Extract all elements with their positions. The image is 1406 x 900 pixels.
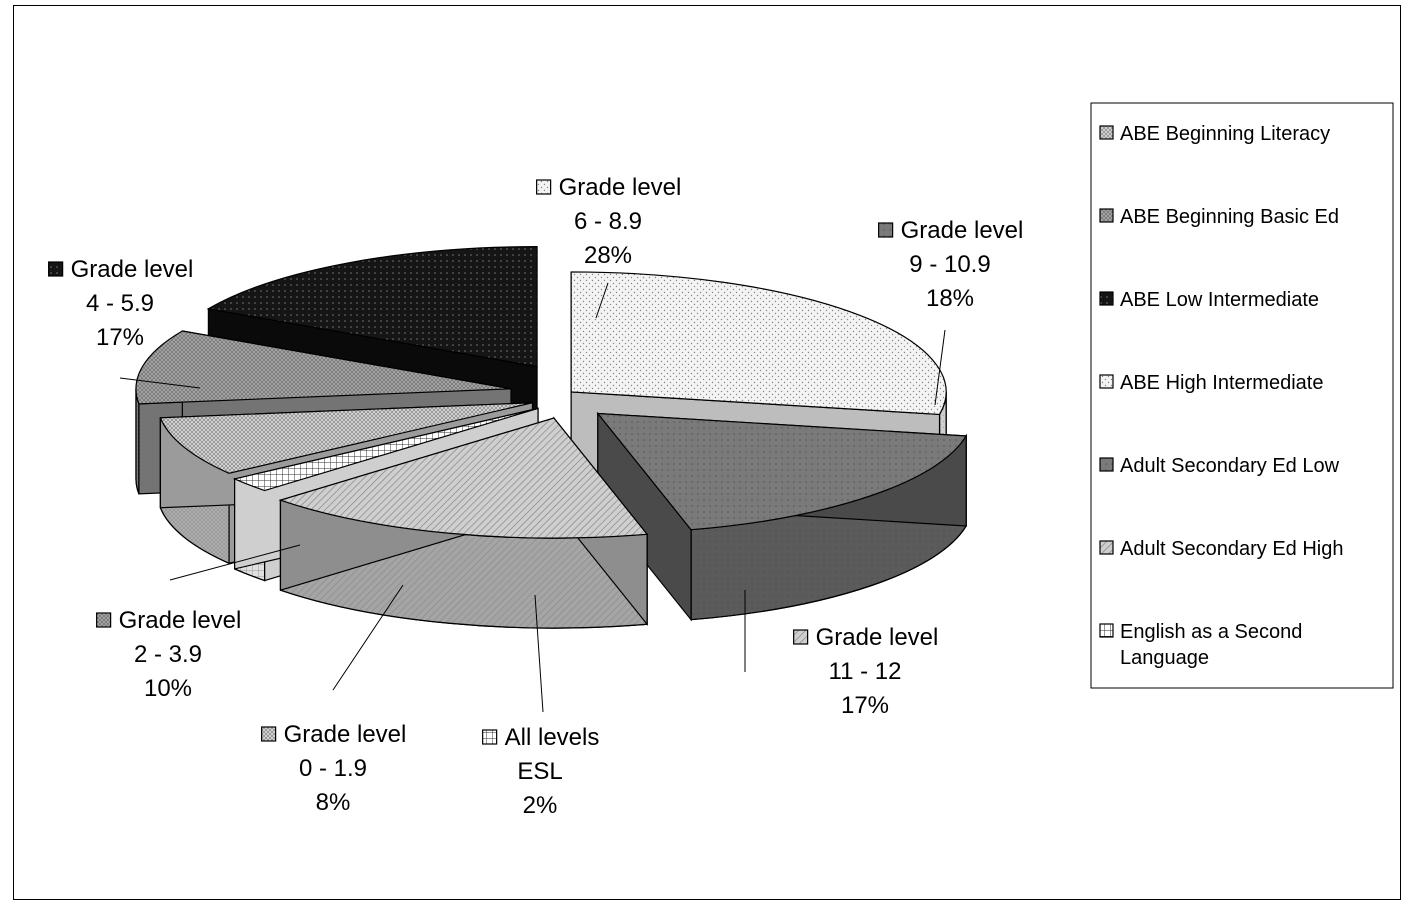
data-label-percent: 17% xyxy=(841,692,889,719)
data-label-4: Grade level 0 - 1.9 8% xyxy=(261,721,407,816)
data-label-range: 0 - 1.9 xyxy=(299,755,367,782)
data-label-swatch xyxy=(536,179,552,195)
data-label-category: Grade level xyxy=(119,607,242,634)
data-label-percent: 28% xyxy=(584,242,632,269)
data-label-percent: 10% xyxy=(144,675,192,702)
data-label-percent: 8% xyxy=(316,789,351,816)
data-label-percent: 2% xyxy=(523,792,558,819)
legend-item-0: ABE Beginning Literacy xyxy=(1099,123,1330,145)
legend-swatch xyxy=(1099,208,1114,223)
data-label-range: 2 - 3.9 xyxy=(134,641,202,668)
legend-item-2: ABE Low Intermediate xyxy=(1099,289,1319,311)
legend-swatch xyxy=(1099,125,1114,140)
data-label-percent: 18% xyxy=(926,285,974,312)
data-label-range: 4 - 5.9 xyxy=(86,290,154,317)
data-label-category: Grade level xyxy=(71,256,194,283)
leader-line-1 xyxy=(934,329,946,406)
data-label-percent: 17% xyxy=(96,324,144,351)
legend-item-6: English as a Second Language xyxy=(1099,621,1302,669)
leader-line-6 xyxy=(119,377,201,389)
data-label-swatch xyxy=(878,222,894,238)
data-label-category: Grade level xyxy=(816,624,939,651)
data-label-swatch xyxy=(96,612,112,628)
legend-label: Adult Secondary Ed Low xyxy=(1120,455,1340,477)
legend-box xyxy=(1090,102,1394,689)
legend-label: ABE High Intermediate xyxy=(1120,372,1323,394)
leader-line-5 xyxy=(169,544,301,581)
legend-label: Adult Secondary Ed High xyxy=(1120,538,1343,560)
leader-line-4 xyxy=(332,584,404,691)
data-label-category: Grade level xyxy=(559,174,682,201)
legend-label: English as a Second Language xyxy=(1120,621,1302,669)
legend-swatch xyxy=(1099,291,1114,306)
data-label-swatch xyxy=(793,629,809,645)
legend-swatch xyxy=(1099,623,1114,638)
data-label-range: 9 - 10.9 xyxy=(909,251,990,278)
data-label-0: Grade level 6 - 8.9 28% xyxy=(536,174,682,269)
legend-label: ABE Beginning Literacy xyxy=(1120,123,1330,145)
data-label-swatch xyxy=(261,726,277,742)
legend-item-4: Adult Secondary Ed Low xyxy=(1099,455,1340,477)
data-label-range: 6 - 8.9 xyxy=(574,208,642,235)
data-label-6: Grade level 4 - 5.9 17% xyxy=(48,256,194,351)
data-label-1: Grade level 9 - 10.9 18% xyxy=(878,217,1024,312)
legend-swatch xyxy=(1099,374,1114,389)
data-label-5: Grade level 2 - 3.9 10% xyxy=(96,607,242,702)
data-label-range: 11 - 12 xyxy=(829,658,902,685)
data-label-3: All levels ESL 2% xyxy=(482,724,600,819)
data-label-swatch xyxy=(482,729,498,745)
data-label-swatch xyxy=(48,261,64,277)
leader-line-3 xyxy=(534,594,544,713)
legend-swatch xyxy=(1099,457,1114,472)
data-label-category: Grade level xyxy=(284,721,407,748)
legend-label: ABE Beginning Basic Ed xyxy=(1120,206,1339,228)
legend-item-5: Adult Secondary Ed High xyxy=(1099,538,1343,560)
data-label-range: ESL xyxy=(517,758,562,785)
data-label-2: Grade level 11 - 12 17% xyxy=(793,624,939,719)
data-label-category: All levels xyxy=(505,724,600,751)
legend-swatch xyxy=(1099,540,1114,555)
legend-label: ABE Low Intermediate xyxy=(1120,289,1319,311)
data-label-category: Grade level xyxy=(901,217,1024,244)
legend-item-3: ABE High Intermediate xyxy=(1099,372,1323,394)
leader-line-0 xyxy=(595,282,609,319)
pie-slice-1 xyxy=(596,411,968,622)
pie-slice-2 xyxy=(278,416,649,629)
legend-item-1: ABE Beginning Basic Ed xyxy=(1099,206,1339,228)
